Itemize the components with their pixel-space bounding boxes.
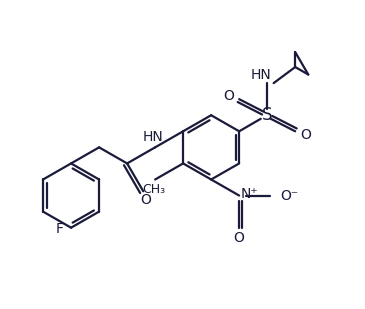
Text: F: F: [55, 222, 64, 236]
Text: HN: HN: [143, 130, 164, 144]
Text: N⁺: N⁺: [241, 187, 258, 201]
Text: HN: HN: [250, 68, 271, 82]
Text: O: O: [224, 89, 235, 103]
Text: CH₃: CH₃: [142, 183, 165, 196]
Text: S: S: [262, 106, 272, 124]
Text: O: O: [141, 193, 151, 207]
Text: O: O: [300, 128, 311, 142]
Text: O: O: [234, 231, 245, 245]
Text: O⁻: O⁻: [281, 188, 299, 203]
